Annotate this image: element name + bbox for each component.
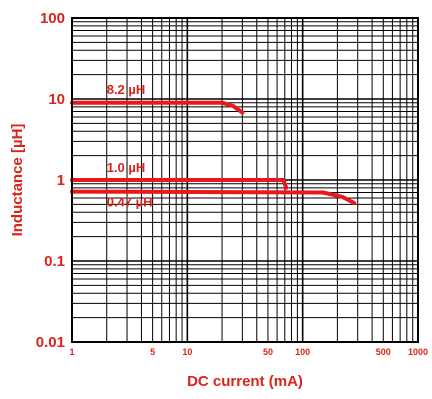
series-line-2	[70, 189, 357, 205]
y-axis-label: Inductance [µH]	[9, 124, 26, 237]
y-tick-label: 100	[40, 10, 65, 27]
series-label-2: 0.47 µH	[107, 195, 153, 210]
series-layer	[70, 100, 357, 205]
x-tick-label: 1	[69, 347, 74, 357]
x-tick-label: 500	[376, 347, 391, 357]
y-tick-label: 1	[57, 172, 65, 189]
y-tick-label: 10	[48, 91, 65, 108]
x-axis-label: DC current (mA)	[187, 373, 303, 390]
label-layer: 8.2 µH 1.0 µH 0.47 µH 0.01 0.1 1 10 100 1 5 10 50 10…	[36, 10, 428, 357]
x-tick-label: 100	[295, 347, 310, 357]
y-tick-label: 0.1	[44, 253, 65, 270]
x-tick-label: 10	[182, 347, 192, 357]
series-line-1	[70, 178, 289, 190]
series-label-1: 1.0 µH	[107, 160, 146, 175]
series-label-0: 8.2 µH	[107, 82, 146, 97]
x-tick-label: 1000	[408, 347, 428, 357]
plot-frame	[71, 17, 419, 343]
series-line-0	[70, 100, 245, 115]
x-tick-label: 50	[263, 347, 273, 357]
x-tick-label: 5	[150, 347, 155, 357]
y-tick-label: 0.01	[36, 334, 65, 351]
